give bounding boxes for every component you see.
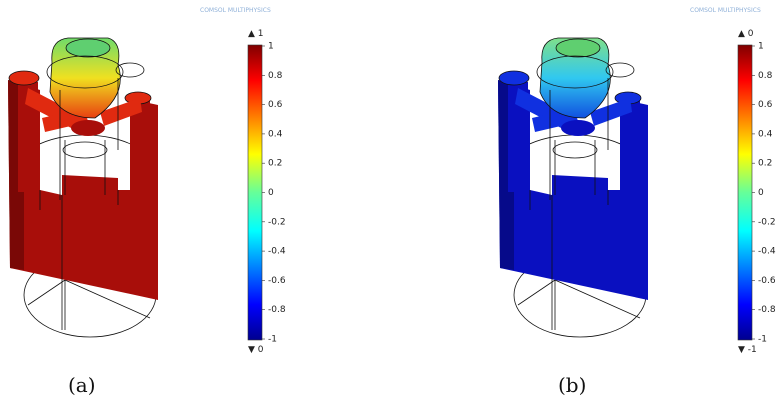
body — [498, 80, 648, 300]
colorbar-tick-label: -0.6 — [758, 276, 776, 286]
panel: 1 0.8 0.6 0.4 0.2 0 -0.2 -0.4 -0.6 -0.8 -1 ▲ 0 ▼ -1 C… — [498, 7, 776, 397]
colorbar — [737, 44, 753, 341]
hub — [561, 120, 595, 136]
colorbar-tick-label: -0.6 — [268, 276, 286, 286]
cylinders — [59, 78, 119, 200]
colorbar-tick-label: 0.6 — [268, 100, 283, 110]
colorbar-tick-label: -0.2 — [268, 217, 286, 227]
body-edge — [39, 190, 119, 330]
watermark: COMSOL MULTIPHYSICS — [200, 7, 271, 14]
base-lines — [27, 279, 151, 330]
colorbar-tick-label: 0 — [268, 188, 274, 198]
ring-right — [605, 62, 635, 78]
left-pillar — [18, 82, 38, 192]
arm-right — [590, 98, 632, 126]
right-pillar — [620, 100, 640, 205]
colorbar-tick-label: 0.6 — [758, 100, 773, 110]
body — [8, 80, 158, 300]
min-label: ▼ 0 — [248, 345, 264, 355]
cylinders — [549, 78, 609, 200]
left-cap — [498, 70, 530, 86]
colorbar-tick-label: -0.2 — [758, 217, 776, 227]
max-label: ▲ 1 — [248, 29, 264, 39]
panel: 1 0.8 0.6 0.4 0.2 0 -0.2 -0.4 -0.6 -0.8 -1 ▲ 1 ▼ 0 CO… — [8, 7, 286, 397]
left-cap — [8, 70, 40, 86]
ring-right — [115, 62, 145, 78]
arm-right — [100, 98, 142, 126]
colorbar-tick-label: 0.2 — [758, 159, 772, 169]
colorbar-tick-label: 1 — [758, 42, 764, 52]
colorbar-tick-label: -0.4 — [268, 247, 286, 257]
colorbar-tick-label: 0.2 — [268, 159, 282, 169]
caption: (a) — [68, 373, 96, 397]
hub — [71, 120, 105, 136]
colorbar-tick-label: -0.8 — [758, 305, 776, 315]
caption: (b) — [558, 373, 586, 397]
inner-cyl — [552, 141, 598, 159]
min-label: ▼ -1 — [738, 345, 757, 355]
colorbar — [247, 44, 263, 341]
colorbar-tick-label: 0.8 — [268, 71, 283, 81]
colorbar-tick-label: 1 — [268, 42, 274, 52]
ring — [46, 55, 124, 89]
ring — [536, 55, 614, 89]
colorbar-tick-label: -0.8 — [268, 305, 286, 315]
bulb-top — [555, 38, 601, 58]
colorbar-tick-label: 0.8 — [758, 71, 773, 81]
watermark: COMSOL MULTIPHYSICS — [690, 7, 761, 14]
body-edge — [529, 190, 609, 330]
colorbar-tick-label: -0.4 — [758, 247, 776, 257]
inner-cyl — [62, 141, 108, 159]
right-pillar — [130, 100, 150, 205]
colorbar-tick-label: -1 — [268, 335, 277, 345]
max-label: ▲ 0 — [738, 29, 754, 39]
colorbar-tick-label: 0 — [758, 188, 764, 198]
bulb-top — [65, 38, 111, 58]
left-pillar — [508, 82, 528, 192]
colorbar-tick-label: 0.4 — [268, 129, 283, 139]
base-lines — [517, 279, 641, 330]
colorbar-tick-label: 0.4 — [758, 129, 773, 139]
colorbar-tick-label: -1 — [758, 335, 767, 345]
